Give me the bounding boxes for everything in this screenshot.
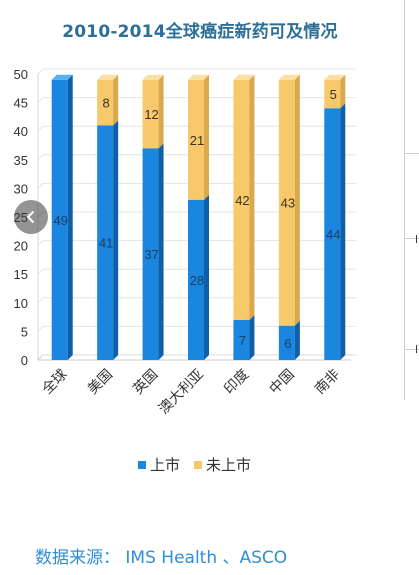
legend-swatch-listed <box>138 460 146 469</box>
axis-floor-edge <box>37 354 44 361</box>
data-label: 8 <box>103 96 110 111</box>
gridline-depth <box>37 297 44 304</box>
legend-label-unlisted: 未上市 <box>206 456 252 474</box>
x-tick-label: 美国 <box>85 367 116 398</box>
legend-item-unlisted: 未上市 <box>194 454 251 475</box>
bar-segment-top <box>233 74 255 80</box>
bar-segment-side <box>340 103 346 360</box>
y-tick-label: 10 <box>14 296 28 311</box>
bar-segment <box>233 79 250 320</box>
data-label: 37 <box>144 247 158 262</box>
bar-segment-side <box>294 320 300 360</box>
gridline-depth <box>37 326 44 332</box>
bar-segment-side <box>204 74 209 200</box>
data-label: 42 <box>235 193 249 208</box>
panel-divider <box>405 238 419 239</box>
gridline-depth <box>37 97 44 103</box>
y-tick-label: 50 <box>14 67 28 82</box>
bar-segment <box>97 125 114 360</box>
data-label: 44 <box>326 227 340 242</box>
bar-segment <box>324 108 341 360</box>
bar-segment-side <box>249 314 255 360</box>
x-tick-label: 澳大利亚 <box>156 367 207 418</box>
legend-item-listed: 上市 <box>138 454 180 475</box>
gridline-depth <box>37 68 44 75</box>
bar-segment-side <box>113 74 119 126</box>
legend-swatch-unlisted <box>194 460 203 469</box>
bar-segment-side <box>158 143 164 360</box>
previous-slide-button[interactable] <box>14 200 48 234</box>
bar-segment <box>142 79 159 149</box>
panel-divider <box>405 349 419 350</box>
data-label: 49 <box>53 213 67 228</box>
bar-segment-top <box>97 74 119 80</box>
gridline-depth <box>37 240 44 246</box>
bar-segment <box>142 148 159 360</box>
y-tick-label: 20 <box>14 239 28 254</box>
x-tick-label: 英国 <box>130 366 162 398</box>
data-label: 12 <box>144 107 158 122</box>
bar-segment-side <box>249 74 255 320</box>
bar-segment <box>188 199 204 360</box>
gridline-depth <box>37 183 44 189</box>
bar-segment-side <box>158 74 164 149</box>
panel-border <box>404 0 405 400</box>
y-tick-label: 15 <box>14 267 28 282</box>
chevron-left-icon <box>27 211 34 223</box>
bar-segment-top <box>51 74 73 80</box>
y-tick-label: 5 <box>21 324 28 339</box>
bar-segment <box>278 79 295 326</box>
panel-tick <box>416 235 417 243</box>
panel-tick <box>416 345 417 353</box>
bar-segment <box>188 79 204 200</box>
data-label: 43 <box>281 196 295 211</box>
gridline-depth <box>37 154 44 161</box>
bar-segment <box>278 325 295 360</box>
bar-segment <box>97 79 114 126</box>
bar-segment <box>233 319 250 360</box>
bar-segment-top <box>278 74 300 80</box>
y-tick-label: 30 <box>14 181 28 196</box>
bar-segment-side <box>204 194 209 360</box>
x-tick-label: 印度 <box>221 367 252 398</box>
y-tick-label: 40 <box>14 124 28 139</box>
gridline-depth <box>37 125 44 132</box>
bar-segment-side <box>294 74 300 326</box>
chart-title: 2010-2014全球癌症新药可及情况 <box>62 22 338 42</box>
data-label: 41 <box>99 236 113 251</box>
source-note: 数据来源： IMS Health 、ASCO <box>35 548 288 568</box>
gridline-depth <box>37 268 44 275</box>
y-tick-label: 45 <box>14 96 28 111</box>
bar-segment-top <box>324 74 346 80</box>
bar-segment <box>51 79 68 360</box>
bar-segment-top <box>188 74 209 80</box>
x-tick-label: 南非 <box>312 367 343 398</box>
y-tick-label: 35 <box>14 153 28 168</box>
y-tick-label: 0 <box>21 353 28 368</box>
bar-segment-side <box>113 120 119 360</box>
bar-segment-top <box>142 74 164 80</box>
x-tick-label: 中国 <box>267 367 298 398</box>
data-label: 7 <box>239 333 246 348</box>
bar-segment-side <box>67 74 73 360</box>
data-label: 6 <box>284 336 291 351</box>
x-tick-label: 全球 <box>39 366 71 398</box>
legend-label-listed: 上市 <box>150 456 181 474</box>
data-label: 5 <box>330 87 337 102</box>
data-label: 28 <box>190 273 204 288</box>
bar-segment-side <box>340 74 346 109</box>
chart-legend: 上市 未上市 <box>138 454 251 475</box>
bar-segment <box>324 79 341 109</box>
panel-divider <box>405 153 419 154</box>
data-label: 21 <box>190 133 204 148</box>
stacked-bar-chart: 0510152025303540455049全球418美国3712英国2821澳… <box>14 67 356 418</box>
